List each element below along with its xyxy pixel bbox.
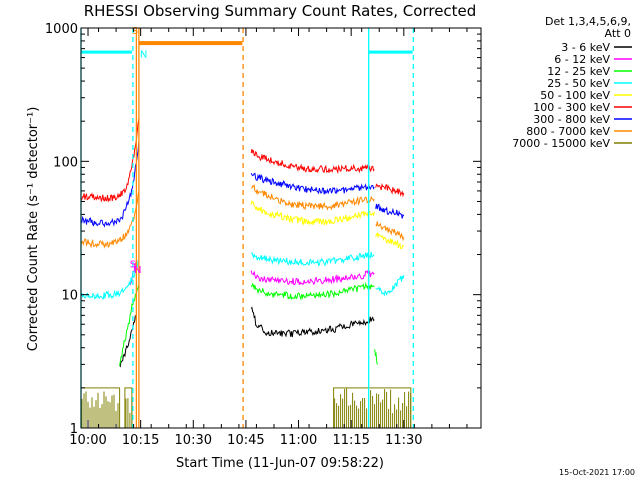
marker-s-3: S: [130, 260, 136, 271]
x-tick-label: 11:00: [280, 433, 317, 448]
chart-title: RHESSI Observing Summary Count Rates, Co…: [84, 2, 477, 20]
series-line-100-300-kev: [80, 118, 140, 203]
x-tick-label: 10:15: [122, 433, 159, 448]
series-olive-blocks: [80, 387, 412, 429]
series-line-12-25-kev: [250, 281, 375, 301]
x-tick-label: 11:15: [332, 433, 369, 448]
legend-label-25-50-kev: 25 - 50 keV: [547, 77, 610, 90]
orange-status-bar: [138, 41, 243, 46]
series-line-100-300-kev: [375, 183, 405, 198]
series-line-6-12-kev: [129, 260, 137, 286]
series-line-3-6-kev: [250, 306, 375, 338]
series-100-300-kev: [80, 118, 405, 203]
series-line-300-800-kev: [250, 172, 375, 195]
series-line-25-50-kev: [375, 275, 405, 297]
legend-label-7000-15000-kev: 7000 - 15000 keV: [512, 137, 610, 150]
legend-label-800-7000-kev: 800 - 7000 keV: [526, 125, 610, 138]
series-12-25-kev: [119, 281, 378, 366]
axes-group: 10:00 10:15 10:30 10:45 11:00 11:15 11:30 1 10 10…: [45, 22, 481, 448]
series-line-800-7000-kev: [375, 221, 405, 242]
series-line-800-7000-kev: [251, 184, 375, 211]
series-6-12-kev: [129, 260, 375, 286]
legend-label-12-25-kev: 12 - 25 keV: [547, 65, 610, 78]
legend-label-100-300-kev: 100 - 300 keV: [533, 101, 610, 114]
series-line-300-800-kev: [375, 203, 405, 219]
legend-header-line: Att 0: [605, 27, 631, 40]
x-tick-label: 10:30: [175, 433, 212, 448]
series-line-6-12-kev: [250, 269, 375, 286]
x-tick-label: 11:30: [385, 433, 422, 448]
cyan-status-bar-1: [81, 50, 132, 54]
series-line-12-25-kev: [374, 349, 378, 365]
marker-n-2: N: [140, 50, 147, 61]
series-line-25-50-kev: [250, 251, 375, 267]
x-tick-label: 10:00: [69, 433, 106, 448]
marker-s-1: S: [132, 26, 138, 37]
legend-label-300-800-kev: 300 - 800 keV: [533, 113, 610, 126]
plot-frame: [80, 27, 482, 429]
legend-header-line: Det 1,3,4,5,6,9,: [545, 15, 631, 28]
cyan-status-bar-2: [368, 50, 413, 54]
series-800-7000-kev: [80, 184, 405, 249]
legend-label-6-12-kev: 6 - 12 keV: [554, 53, 610, 66]
y-tick-label: 1: [70, 422, 78, 437]
generation-timestamp: 15-Oct-2021 17:00: [559, 468, 635, 477]
series-line-300-800-kev: [80, 141, 140, 228]
series-line-800-7000-kev: [80, 190, 140, 249]
series-line-12-25-kev: [119, 283, 140, 366]
series-line-100-300-kev: [250, 148, 375, 175]
series-25-50-kev: [80, 251, 405, 300]
marker-n-4: N: [134, 265, 141, 276]
series-group: [80, 118, 405, 368]
series-50-100-kev: [250, 200, 405, 250]
y-axis-label: Corrected Count Rate (s⁻¹ detector⁻¹): [26, 107, 41, 352]
y-tick-label: 100: [53, 155, 78, 170]
x-axis-label: Start Time (11-Jun-07 09:58:22): [176, 456, 384, 471]
series-line-25-50-kev: [80, 260, 140, 300]
series-line-50-100-kev: [250, 200, 375, 226]
y-tick-label: 1000: [45, 22, 78, 37]
series-line-50-100-kev: [375, 231, 405, 250]
legend-label-50-100-kev: 50 - 100 keV: [540, 89, 610, 102]
series-300-800-kev: [80, 141, 405, 228]
y-tick-label: 10: [61, 289, 78, 304]
legend-label-3-6-kev: 3 - 6 keV: [561, 41, 610, 54]
x-tick-label: 10:45: [227, 433, 264, 448]
